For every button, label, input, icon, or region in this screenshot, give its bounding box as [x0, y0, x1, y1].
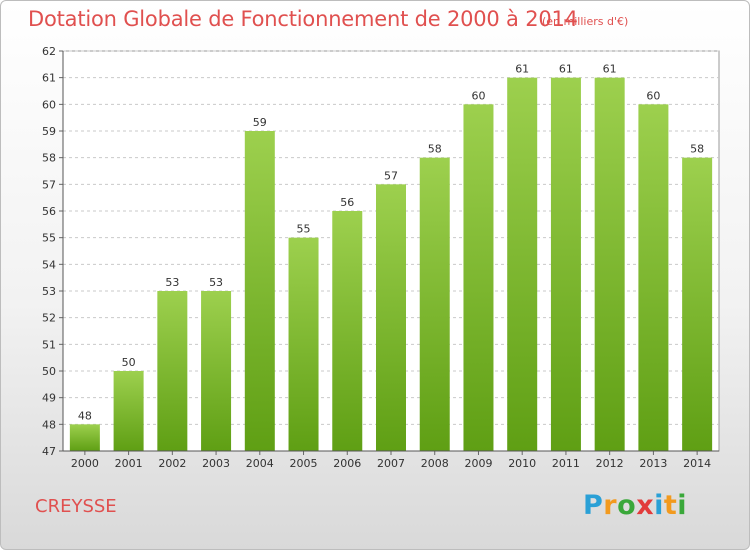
chart-title: Dotation Globale de Fonctionnement de 20… [28, 7, 578, 31]
y-tick-label: 47 [42, 445, 56, 458]
y-tick-label: 52 [42, 312, 56, 325]
bar [288, 237, 319, 451]
logo-letter: i [677, 490, 688, 521]
proxiti-logo: Proxiti [583, 490, 687, 521]
bar [682, 157, 713, 451]
logo-letter: o [617, 490, 637, 521]
data-label: 56 [340, 196, 354, 209]
data-label: 48 [78, 409, 92, 422]
bar [69, 424, 100, 451]
x-tick-label: 2007 [377, 457, 405, 470]
y-tick-label: 60 [42, 98, 56, 111]
y-tick-label: 54 [42, 258, 56, 271]
x-tick-label: 2009 [464, 457, 492, 470]
data-label: 60 [471, 89, 485, 102]
data-label: 60 [646, 89, 660, 102]
x-tick-label: 2003 [202, 457, 230, 470]
y-tick-label: 61 [42, 72, 56, 85]
x-tick-label: 2011 [552, 457, 580, 470]
data-label: 61 [515, 63, 529, 76]
logo-letter: x [636, 490, 655, 521]
data-label: 53 [165, 276, 179, 289]
bar [157, 291, 188, 451]
y-tick-label: 53 [42, 285, 56, 298]
bar [419, 157, 450, 451]
y-tick-label: 49 [42, 392, 56, 405]
commune-name: CREYSSE [35, 496, 117, 517]
x-tick-label: 2014 [683, 457, 711, 470]
data-label: 53 [209, 276, 223, 289]
y-tick-label: 58 [42, 152, 56, 165]
data-label: 58 [428, 143, 442, 156]
bar [376, 184, 406, 452]
y-tick-label: 59 [42, 125, 56, 138]
x-tick-label: 2005 [290, 457, 318, 470]
x-tick-label: 2004 [246, 457, 274, 470]
logo-letter: t [663, 490, 678, 521]
data-label: 55 [297, 223, 311, 236]
x-tick-label: 2002 [158, 457, 186, 470]
x-tick-label: 2010 [508, 457, 536, 470]
x-tick-label: 2000 [71, 457, 99, 470]
bar [201, 291, 232, 451]
bar [507, 77, 538, 452]
y-tick-label: 57 [42, 178, 56, 191]
data-label: 61 [603, 63, 617, 76]
data-label: 61 [559, 63, 573, 76]
logo-letter: P [583, 490, 604, 521]
bar [550, 77, 581, 452]
x-tick-label: 2013 [639, 457, 667, 470]
bar [332, 211, 363, 451]
bar [113, 371, 144, 451]
x-tick-label: 2012 [596, 457, 624, 470]
y-tick-label: 62 [42, 45, 56, 58]
logo-letter: r [603, 490, 618, 521]
chart-subtitle: (en milliers d'€) [542, 15, 629, 28]
bar [463, 104, 494, 451]
x-tick-label: 2008 [421, 457, 449, 470]
bar [638, 104, 669, 451]
data-label: 57 [384, 169, 398, 182]
data-label: 59 [253, 116, 267, 129]
y-tick-label: 56 [42, 205, 56, 218]
data-label: 58 [690, 143, 704, 156]
data-label: 50 [122, 356, 136, 369]
bar [594, 77, 625, 452]
y-tick-label: 55 [42, 232, 56, 245]
x-tick-label: 2001 [115, 457, 143, 470]
bar [244, 131, 275, 451]
y-tick-label: 48 [42, 418, 56, 431]
x-tick-label: 2006 [333, 457, 361, 470]
logo-letter: i [654, 490, 664, 521]
y-tick-label: 50 [42, 365, 56, 378]
y-tick-label: 51 [42, 338, 56, 351]
